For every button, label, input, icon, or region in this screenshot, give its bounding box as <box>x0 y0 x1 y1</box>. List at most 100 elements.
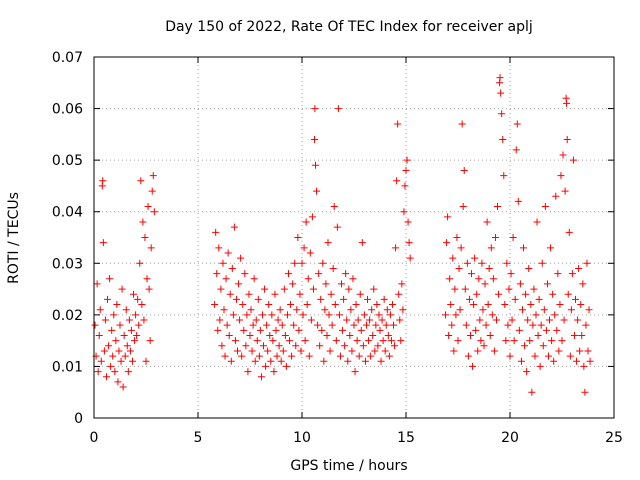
data-point <box>296 290 304 298</box>
data-point <box>267 357 275 365</box>
data-point <box>313 187 321 195</box>
data-point <box>475 275 483 283</box>
data-point <box>226 290 234 298</box>
x-tick-label: 20 <box>501 430 519 446</box>
data-point <box>557 172 565 180</box>
data-point <box>555 347 563 355</box>
data-point <box>371 347 379 355</box>
data-point <box>454 337 462 345</box>
data-point <box>139 218 147 226</box>
data-point <box>287 301 295 309</box>
data-point <box>132 311 140 319</box>
data-point <box>549 290 557 298</box>
data-point <box>271 290 279 298</box>
data-point <box>294 234 302 241</box>
data-point <box>385 352 393 360</box>
data-point <box>300 244 308 252</box>
data-point <box>575 264 583 272</box>
data-point <box>525 264 533 272</box>
data-point <box>251 357 259 365</box>
data-point <box>273 352 281 360</box>
data-point <box>96 306 104 314</box>
data-point <box>148 187 156 195</box>
data-point <box>451 285 459 293</box>
data-point <box>569 156 577 164</box>
data-point <box>576 347 584 355</box>
data-point <box>455 264 463 272</box>
data-point <box>395 290 403 298</box>
data-point <box>331 301 339 309</box>
data-point <box>360 311 368 319</box>
data-point <box>94 368 102 376</box>
data-point <box>260 342 268 350</box>
data-point <box>481 280 489 288</box>
data-point <box>114 378 122 386</box>
data-point <box>376 326 384 334</box>
data-point <box>247 306 255 314</box>
data-point <box>559 151 567 159</box>
data-point <box>274 316 282 324</box>
data-point <box>532 311 540 319</box>
data-point <box>276 306 284 314</box>
data-point <box>490 347 498 355</box>
data-point <box>249 321 257 329</box>
data-point <box>558 337 566 345</box>
data-point <box>348 347 356 355</box>
data-point <box>574 316 582 324</box>
data-point <box>223 321 231 329</box>
data-point <box>101 316 109 324</box>
data-point <box>583 259 591 267</box>
data-point <box>354 316 362 324</box>
data-point <box>556 301 564 309</box>
data-point <box>122 306 130 314</box>
data-point <box>138 301 146 309</box>
data-point <box>581 388 589 396</box>
data-point <box>510 337 518 345</box>
data-point <box>547 244 555 252</box>
data-point <box>252 316 260 324</box>
data-point <box>306 249 314 257</box>
data-point <box>491 234 499 241</box>
data-point <box>379 337 387 345</box>
x-tick-label: 25 <box>605 430 623 446</box>
data-point <box>334 105 342 113</box>
data-point <box>123 342 131 350</box>
data-point <box>370 285 378 293</box>
data-point <box>353 337 361 345</box>
data-point <box>465 295 473 303</box>
data-point <box>124 368 132 376</box>
data-point <box>536 362 544 370</box>
data-point <box>357 326 365 334</box>
data-point <box>359 342 367 350</box>
data-point <box>321 306 329 314</box>
data-point <box>229 311 237 319</box>
data-point <box>401 182 409 190</box>
data-point <box>345 285 353 293</box>
data-point <box>336 352 344 360</box>
data-point <box>452 311 460 319</box>
data-point <box>468 270 476 278</box>
data-point <box>216 316 224 324</box>
data-point <box>328 321 336 329</box>
data-point <box>227 357 235 365</box>
data-point <box>563 99 571 107</box>
data-point <box>553 326 561 334</box>
data-point <box>310 136 318 144</box>
data-point <box>218 342 226 350</box>
data-point <box>392 244 400 252</box>
data-point <box>317 295 325 303</box>
data-point <box>585 306 593 314</box>
data-point <box>286 337 294 345</box>
data-point <box>330 203 338 211</box>
data-point <box>404 218 412 226</box>
data-point <box>131 337 139 345</box>
data-point <box>372 321 380 329</box>
data-point <box>257 373 265 381</box>
data-point <box>235 280 243 288</box>
data-point <box>311 105 319 113</box>
data-point <box>474 347 482 355</box>
data-point <box>301 337 309 345</box>
data-point <box>279 347 287 355</box>
data-point <box>473 290 481 298</box>
data-point <box>338 280 346 288</box>
